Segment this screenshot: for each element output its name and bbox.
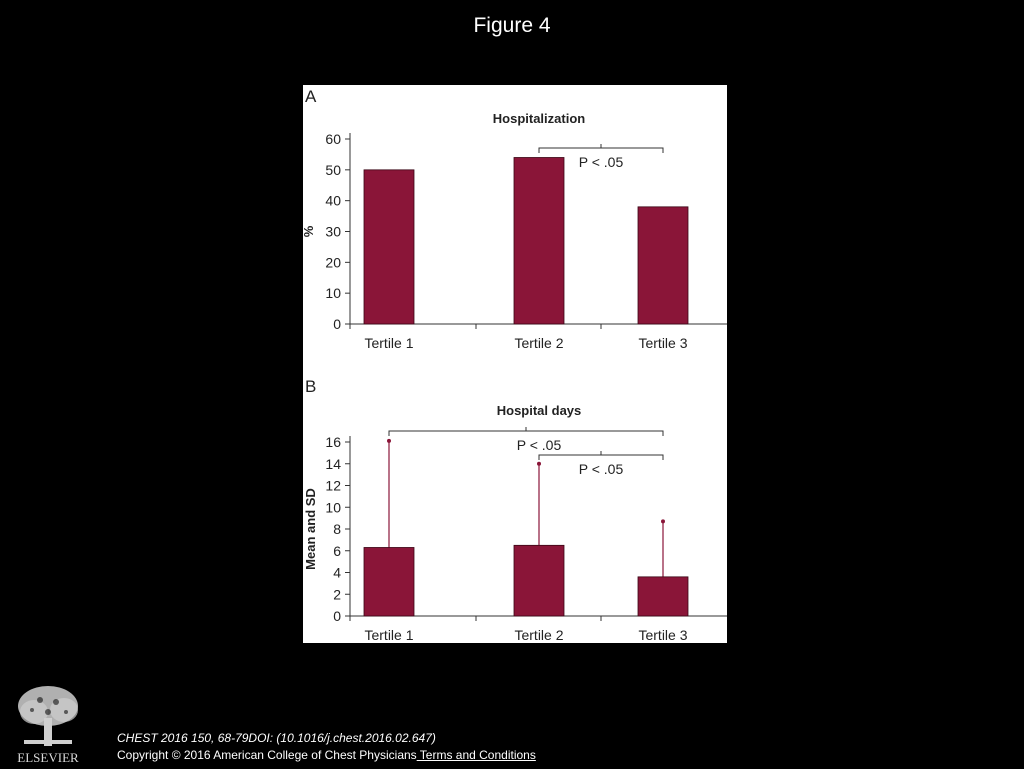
bar-tertile-1 xyxy=(363,169,415,325)
bar-tertile-3 xyxy=(637,576,689,617)
p-value-annotation: P < .05 xyxy=(517,437,562,453)
x-category-label: Tertile 1 xyxy=(364,335,413,351)
y-tick-label: 12 xyxy=(325,478,341,494)
x-category-label: Tertile 3 xyxy=(638,335,687,351)
x-category-label: Tertile 1 xyxy=(364,627,413,643)
elsevier-tree-icon: ELSEVIER xyxy=(17,686,79,765)
y-tick-label: 50 xyxy=(325,162,341,178)
terms-and-conditions-link[interactable]: Terms and Conditions xyxy=(416,748,536,762)
y-tick-label: 30 xyxy=(325,224,341,240)
publisher-wordmark: ELSEVIER xyxy=(17,750,79,764)
y-tick-label: 8 xyxy=(333,521,341,537)
elsevier-logo: ELSEVIER xyxy=(10,682,86,765)
p-value-annotation: P < .05 xyxy=(579,154,624,170)
sd-error-bar-cap xyxy=(537,461,541,466)
y-tick-label: 40 xyxy=(325,193,341,209)
sd-error-bar-cap xyxy=(387,438,391,443)
significance-bracket xyxy=(388,430,664,436)
bar-tertile-2 xyxy=(513,544,565,617)
y-tick-label: 6 xyxy=(333,543,341,559)
bar-tertile-1 xyxy=(363,547,415,617)
copyright-text: Copyright © 2016 American College of Che… xyxy=(117,748,417,762)
slide-title: Figure 4 xyxy=(473,14,551,37)
y-axis-label: % xyxy=(303,225,316,237)
x-category-label: Tertile 2 xyxy=(514,627,563,643)
y-tick-label: 2 xyxy=(333,586,341,602)
bar-tertile-3 xyxy=(637,206,689,325)
panel-label: B xyxy=(305,377,316,396)
y-tick-label: 60 xyxy=(325,131,341,147)
sd-error-bar-cap xyxy=(661,519,665,524)
p-value-annotation: P < .05 xyxy=(579,461,624,477)
y-tick-label: 0 xyxy=(333,608,341,624)
y-tick-label: 20 xyxy=(325,254,341,270)
significance-bracket xyxy=(538,454,664,460)
y-axis-label: Mean and SD xyxy=(303,488,318,570)
y-tick-label: 10 xyxy=(325,499,341,515)
bar-tertile-2 xyxy=(513,157,565,325)
chart-title: Hospitalization xyxy=(493,111,586,126)
copyright-line: Copyright © 2016 American College of Che… xyxy=(117,748,536,762)
significance-bracket xyxy=(538,147,664,153)
citation-text: CHEST 2016 150, 68-79DOI: (10.1016/j.che… xyxy=(117,731,436,745)
y-tick-label: 14 xyxy=(325,456,341,472)
y-tick-label: 16 xyxy=(325,434,341,450)
y-tick-label: 10 xyxy=(325,285,341,301)
y-tick-label: 0 xyxy=(333,316,341,332)
x-category-label: Tertile 2 xyxy=(514,335,563,351)
panel-label: A xyxy=(305,87,317,106)
x-category-label: Tertile 3 xyxy=(638,627,687,643)
chart-title: Hospital days xyxy=(497,403,582,418)
y-tick-label: 4 xyxy=(333,565,341,581)
